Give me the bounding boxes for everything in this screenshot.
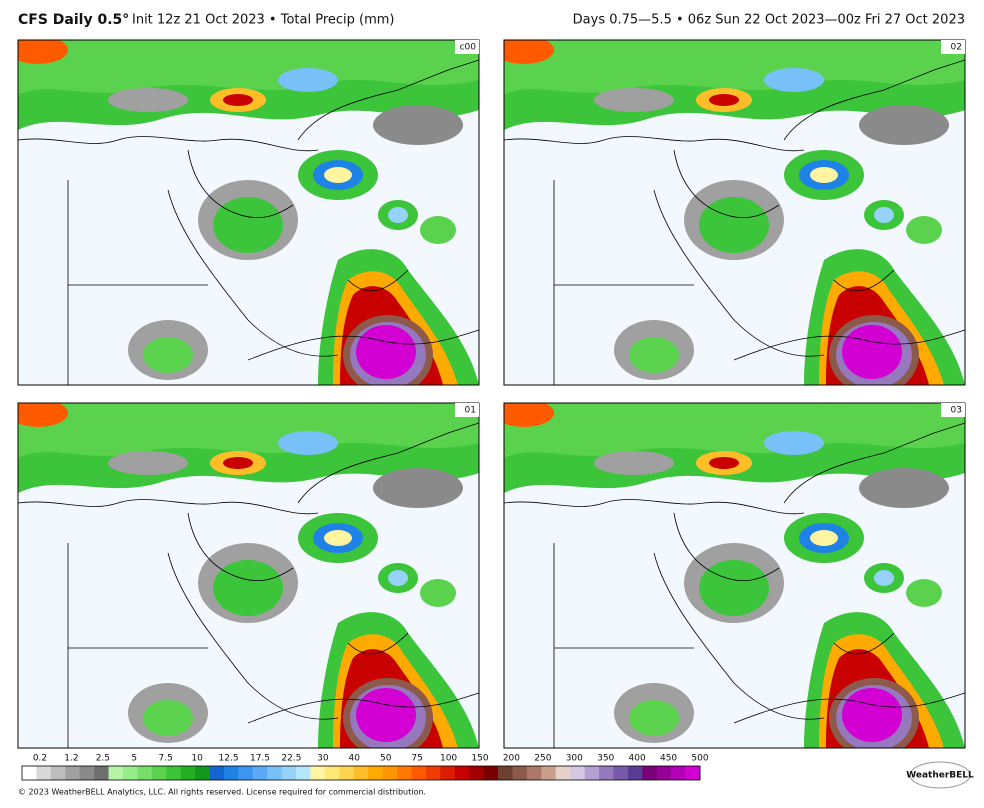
color-swatch: [584, 766, 600, 780]
color-swatch: [599, 766, 614, 780]
color-swatch: [122, 766, 138, 780]
colorbar-frame: [21, 765, 701, 781]
colorbar-label: 500: [691, 754, 708, 764]
colorbar-label: 10: [191, 754, 203, 764]
colorbar-label: 5: [131, 754, 137, 764]
color-swatch: [541, 766, 557, 780]
color-swatch: [483, 766, 499, 780]
colorbar-label: 300: [566, 754, 583, 764]
panel-label-box: [941, 40, 965, 54]
color-swatch: [324, 766, 340, 780]
colorbar-label: 17.5: [250, 754, 270, 764]
color-swatch: [512, 766, 528, 780]
color-swatch: [166, 766, 181, 780]
color-swatch: [79, 766, 95, 780]
color-swatch: [339, 766, 355, 780]
panel-label-box: [455, 40, 479, 54]
map-panel: 02: [494, 36, 966, 395]
map-image: [8, 36, 479, 395]
panel-frame: [17, 39, 480, 386]
color-swatch: [238, 766, 254, 780]
panel-label-box: [941, 403, 965, 417]
color-swatch: [685, 766, 701, 780]
color-swatch: [368, 766, 383, 780]
panel-frame: [17, 402, 480, 749]
colorbar-label: 100: [440, 754, 457, 764]
color-swatch: [454, 766, 470, 780]
map-panel: 01: [8, 399, 480, 758]
color-swatch: [296, 766, 311, 780]
color-swatch: [36, 766, 52, 780]
color-swatch: [353, 766, 369, 780]
color-swatch: [397, 766, 412, 780]
colorbar-label: 30: [317, 754, 329, 764]
color-swatch: [382, 766, 398, 780]
color-swatch: [50, 766, 66, 780]
color-swatch: [281, 766, 297, 780]
map-panel: 03: [494, 399, 966, 758]
color-swatch: [108, 766, 124, 780]
color-swatch: [656, 766, 672, 780]
panel-label-box: [455, 403, 479, 417]
colorbar-label: 150: [471, 754, 488, 764]
model-name: CFS Daily 0.5°: [18, 12, 129, 28]
colorbar-label: 1.2: [64, 754, 78, 764]
panel-label: 03: [951, 406, 962, 416]
copyright: © 2023 WeatherBELL Analytics, LLC. All r…: [18, 788, 426, 797]
colorbar-label: 0.2: [33, 754, 47, 764]
color-swatch: [642, 766, 658, 780]
color-swatch: [223, 766, 239, 780]
color-swatch: [137, 766, 153, 780]
color-swatch: [498, 766, 513, 780]
color-swatch: [310, 766, 326, 780]
color-swatch: [411, 766, 427, 780]
color-swatch: [469, 766, 484, 780]
colorbar-label: 22.5: [281, 754, 301, 764]
color-swatch: [151, 766, 167, 780]
color-swatch: [94, 766, 109, 780]
colorbar-label: 250: [534, 754, 551, 764]
map-image: [494, 36, 965, 395]
map-image: [8, 399, 479, 758]
color-swatch: [180, 766, 196, 780]
color-swatch: [671, 766, 686, 780]
colorbar-label: 12.5: [219, 754, 239, 764]
panels: c00 02 01 03: [8, 36, 966, 758]
colorbar-label: 40: [349, 754, 361, 764]
map-title: Init 12z 21 Oct 2023 • Total Precip (mm): [132, 13, 395, 28]
colorbar-label: 350: [597, 754, 614, 764]
color-swatch: [425, 766, 441, 780]
panel-label: c00: [460, 43, 477, 53]
colorbar-label: 75: [411, 754, 422, 764]
color-swatch: [555, 766, 571, 780]
colorbar-label: 450: [660, 754, 677, 764]
color-swatch: [526, 766, 542, 780]
colorbar-label: 200: [503, 754, 520, 764]
color-swatch: [209, 766, 225, 780]
color-swatch: [252, 766, 268, 780]
color-swatch: [267, 766, 282, 780]
panel-label: 01: [465, 406, 476, 416]
valid-time: Days 0.75—5.5 • 06z Sun 22 Oct 2023—00z …: [573, 13, 965, 28]
panel-label: 02: [951, 43, 962, 53]
color-swatch: [613, 766, 629, 780]
color-swatch: [195, 766, 210, 780]
colorbar-label: 400: [629, 754, 646, 764]
colorbar-label: 7.5: [159, 754, 173, 764]
color-swatch: [570, 766, 585, 780]
colorbar: 0.2 1.2 2.5 5 7.5 10 12.5 17.5 22.5 30 40 50 75 100 15…: [21, 754, 709, 781]
panel-frame: [503, 402, 966, 749]
color-swatch: [65, 766, 81, 780]
map-image: [494, 399, 965, 758]
map-panel: c00: [8, 36, 480, 395]
panel-frame: [503, 39, 966, 386]
colorbar-label: 50: [380, 754, 392, 764]
color-swatch: [22, 766, 37, 780]
colorbar-label: 2.5: [96, 754, 110, 764]
logo: WeatherBELL: [906, 771, 974, 781]
color-swatch: [440, 766, 456, 780]
logo-ring: [909, 761, 971, 789]
color-swatch: [627, 766, 643, 780]
